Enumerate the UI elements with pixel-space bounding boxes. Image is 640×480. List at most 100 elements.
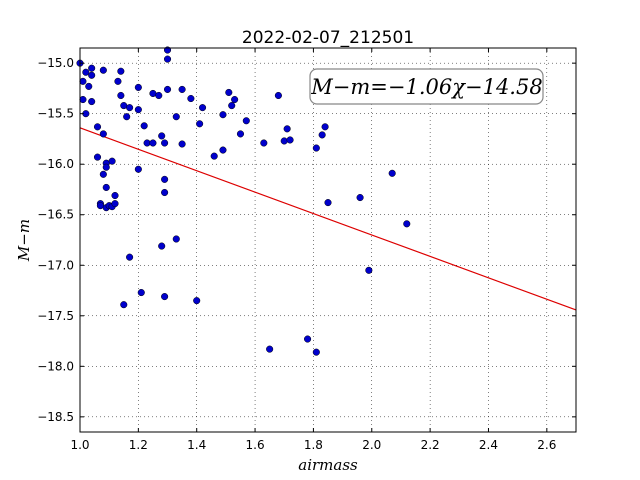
data-point: [79, 95, 87, 104]
data-point: [85, 82, 93, 90]
data-point: [274, 91, 282, 100]
data-point: [99, 130, 107, 138]
data-point: [99, 66, 107, 74]
data-point: [286, 136, 294, 144]
data-point: [172, 113, 180, 121]
data-point: [242, 117, 250, 125]
x-tick-label: 1.2: [129, 438, 148, 452]
y-tick-label: −18.0: [37, 359, 74, 373]
chart-title: 2022-02-07_212501: [242, 28, 414, 48]
data-point: [280, 137, 288, 145]
data-point: [108, 157, 116, 165]
data-point: [99, 170, 107, 178]
axis-ticks: [79, 48, 576, 432]
x-tick-label: 1.6: [246, 438, 265, 452]
data-point: [158, 242, 166, 250]
data-point: [198, 104, 207, 112]
data-point: [365, 266, 373, 274]
y-tick-label: −16.0: [37, 157, 74, 171]
x-tick-labels: 1.0 1.2 1.4 1.6 1.8 2.0 2.2 2.4 2.6: [70, 438, 556, 452]
data-point: [140, 122, 148, 130]
data-point: [312, 144, 320, 152]
data-point: [193, 297, 201, 305]
x-tick-label: 1.0: [70, 438, 89, 452]
y-tick-label: −17.0: [37, 258, 74, 272]
data-point: [93, 153, 102, 161]
data-point: [187, 94, 195, 103]
data-point: [117, 91, 125, 100]
plot-area: [80, 48, 576, 432]
data-point: [304, 335, 312, 343]
data-point: [126, 104, 134, 112]
data-point: [161, 293, 169, 301]
grid: [80, 48, 576, 432]
x-tick-label: 1.8: [304, 438, 323, 452]
y-axis-label: M−m: [15, 219, 33, 262]
data-point: [126, 253, 134, 261]
plot-frame: [79, 47, 577, 433]
data-point: [163, 55, 172, 63]
data-point: [260, 139, 268, 147]
data-point: [123, 113, 131, 121]
data-point: [134, 83, 142, 91]
x-tick-label: 2.2: [421, 438, 440, 452]
data-point: [102, 183, 110, 192]
data-point: [388, 169, 396, 177]
data-point: [283, 125, 291, 133]
data-point: [111, 191, 119, 200]
x-tick-label: 2.4: [479, 438, 498, 452]
data-point: [324, 199, 332, 207]
data-point: [266, 345, 274, 353]
y-tick-label: −17.5: [37, 309, 74, 323]
data-point: [137, 288, 145, 297]
data-point: [321, 123, 329, 131]
scatter-points: [76, 46, 411, 356]
data-point: [231, 95, 239, 104]
data-point: [178, 85, 186, 93]
data-point: [196, 120, 204, 128]
data-point: [79, 77, 87, 85]
data-point: [318, 131, 326, 139]
data-point: [219, 111, 227, 119]
y-tick-labels: −15.0 −15.5 −16.0 −16.5 −17.0 −17.5 −18.0 −18.5: [37, 56, 74, 424]
data-point: [120, 301, 128, 309]
y-tick-label: −16.5: [37, 208, 74, 222]
data-point: [225, 88, 233, 97]
data-point: [161, 139, 169, 147]
y-tick-label: −18.5: [37, 410, 74, 424]
data-point: [236, 130, 245, 138]
data-point: [88, 98, 96, 106]
data-point: [403, 220, 411, 228]
data-point: [149, 139, 157, 147]
y-tick-label: −15.5: [37, 107, 74, 121]
data-point: [163, 85, 172, 93]
equation-box: [309, 68, 544, 105]
equation-annotation: M−m=−1.06χ−14.58: [310, 75, 542, 99]
data-point: [161, 175, 169, 183]
data-point: [356, 194, 364, 202]
data-point: [228, 102, 236, 110]
data-point: [134, 165, 142, 173]
data-point: [155, 91, 163, 100]
data-point: [102, 163, 110, 171]
data-point: [117, 67, 125, 75]
data-point: [172, 235, 180, 243]
data-point: [219, 146, 227, 154]
data-point: [111, 200, 119, 208]
data-point: [158, 132, 166, 140]
data-point: [210, 152, 218, 160]
data-point: [82, 68, 90, 76]
data-point: [178, 140, 186, 148]
x-tick-label: 2.0: [362, 438, 381, 452]
fit-line: [79, 127, 577, 311]
data-point: [312, 348, 320, 356]
x-tick-label: 2.6: [537, 438, 556, 452]
data-point: [114, 77, 122, 85]
data-point: [134, 106, 142, 114]
data-point: [161, 188, 169, 197]
y-tick-label: −15.0: [37, 56, 74, 70]
data-point: [93, 123, 102, 131]
x-axis-label: airmass: [298, 456, 358, 474]
data-point: [88, 71, 96, 79]
